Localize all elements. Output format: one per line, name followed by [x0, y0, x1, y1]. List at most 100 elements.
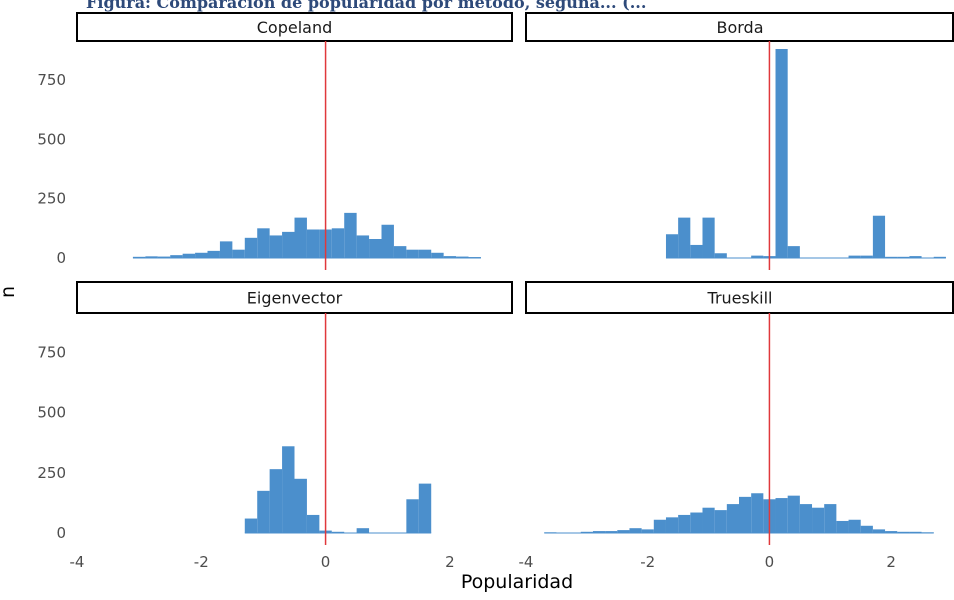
bar-trueskill-5: [617, 530, 630, 533]
y-axis-title: n: [0, 286, 19, 298]
strip-copeland: [76, 12, 513, 42]
bar-eigenvector-8: [356, 528, 370, 533]
bar-trueskill-28: [897, 531, 910, 533]
bar-eigenvector-7: [331, 531, 345, 533]
bar-borda-12: [885, 256, 898, 258]
bar-copeland-16: [331, 228, 345, 258]
panel-trueskill: Trueskill -4 -2 0 2: [519, 281, 954, 571]
bar-trueskill-24: [848, 519, 861, 533]
strip-eigenvector: [76, 281, 513, 314]
bar-copeland-11: [269, 235, 283, 258]
bar-trueskill-26: [872, 529, 886, 533]
figure-header-title: Figura: Comparación de popularidad por m…: [86, 0, 646, 12]
bar-borda-7: [775, 49, 788, 258]
panel-eigenvector: Eigenvector 0 250 500 750 -4 -2 0 2: [37, 281, 513, 571]
x-tick-label--2: -2: [194, 553, 209, 571]
bar-trueskill-6: [629, 528, 642, 533]
bar-eigenvector-3: [282, 446, 295, 533]
bar-borda-11: [872, 215, 886, 258]
bar-borda-2: [690, 244, 703, 258]
bar-borda-4: [714, 253, 727, 258]
y-tick-label-750: 750: [37, 343, 66, 361]
x-tick-label--4: -4: [70, 553, 85, 571]
bar-copeland-25: [443, 256, 457, 258]
bar-trueskill-10: [678, 514, 691, 533]
strip-label-borda: Borda: [716, 18, 763, 37]
bar-copeland-7: [219, 241, 233, 258]
bar-eigenvector-4: [294, 478, 307, 533]
bar-copeland-4: [182, 253, 196, 258]
bar-trueskill-13: [714, 510, 727, 533]
bar-copeland-22: [406, 249, 419, 258]
bar-copeland-0: [132, 256, 146, 258]
bar-trueskill-3: [592, 531, 606, 533]
strip-label-copeland: Copeland: [257, 18, 333, 37]
x-tick-label-2: 2: [886, 553, 896, 571]
bar-copeland-8: [232, 249, 245, 258]
bar-trueskill-19: [787, 495, 800, 533]
bar-copeland-2: [157, 256, 171, 258]
y-tick-label-500: 500: [37, 130, 66, 148]
y-tick-label-750: 750: [37, 71, 66, 89]
bar-copeland-12: [282, 231, 295, 258]
bar-borda-0: [665, 234, 679, 258]
x-tick-label-0: 0: [765, 553, 775, 571]
bar-trueskill-15: [739, 496, 752, 533]
y-tick-label-250: 250: [37, 464, 66, 482]
bar-copeland-1: [145, 256, 158, 258]
panels-group: Copeland 0 250 500 750 Borda Eigenvector 0 250 50…: [37, 12, 954, 571]
x-tick-label-0: 0: [321, 553, 331, 571]
bar-copeland-26: [456, 256, 469, 258]
bar-copeland-19: [369, 239, 382, 258]
bar-eigenvector-0: [244, 518, 258, 533]
bar-borda-10: [860, 255, 873, 258]
bar-borda-8: [787, 246, 800, 258]
bar-copeland-5: [195, 252, 208, 258]
bar-copeland-18: [356, 235, 370, 258]
x-tick-label--4: -4: [519, 553, 534, 571]
bar-trueskill-18: [775, 498, 788, 533]
bar-copeland-3: [170, 255, 183, 258]
strip-trueskill: [525, 281, 954, 314]
bar-eigenvector-9: [406, 499, 419, 533]
x-axis-title: Popularidad: [461, 571, 573, 593]
bar-trueskill-9: [665, 517, 679, 533]
strip-label-trueskill: Trueskill: [707, 289, 773, 308]
panel-borda: Borda: [525, 12, 954, 270]
strip-label-eigenvector: Eigenvector: [247, 289, 343, 308]
bar-borda-3: [702, 217, 715, 258]
bar-trueskill-20: [799, 504, 813, 533]
bar-trueskill-21: [812, 507, 825, 533]
bar-copeland-6: [207, 250, 220, 258]
bar-trueskill-4: [605, 531, 618, 533]
bar-trueskill-29: [909, 531, 922, 533]
bar-trueskill-7: [641, 529, 654, 533]
bar-trueskill-2: [580, 531, 593, 533]
y-tick-label-250: 250: [37, 190, 66, 208]
bar-trueskill-25: [860, 525, 873, 533]
x-tick-label-2: 2: [445, 553, 455, 571]
axes-group: Popularidad n: [0, 286, 573, 593]
bar-trueskill-8: [653, 519, 666, 533]
bar-copeland-20: [381, 224, 394, 258]
bar-eigenvector-5: [306, 514, 320, 533]
bar-copeland-21: [393, 246, 407, 258]
bar-eigenvector-10: [418, 483, 432, 533]
bar-trueskill-12: [702, 507, 715, 533]
y-tick-label-0: 0: [56, 524, 66, 542]
bar-trueskill-16: [751, 493, 764, 533]
bar-eigenvector-1: [257, 490, 270, 533]
bar-copeland-13: [294, 217, 307, 258]
y-tick-label-500: 500: [37, 404, 66, 422]
strip-borda: [525, 12, 954, 42]
bar-borda-14: [909, 256, 922, 258]
bar-eigenvector-2: [269, 469, 283, 533]
bar-borda-1: [678, 217, 691, 258]
bar-trueskill-14: [726, 504, 739, 533]
bar-borda-5: [751, 255, 764, 258]
bar-borda-13: [897, 256, 910, 258]
bar-borda-9: [848, 255, 861, 258]
bar-trueskill-11: [690, 512, 703, 533]
panel-copeland: Copeland 0 250 500 750: [37, 12, 513, 270]
